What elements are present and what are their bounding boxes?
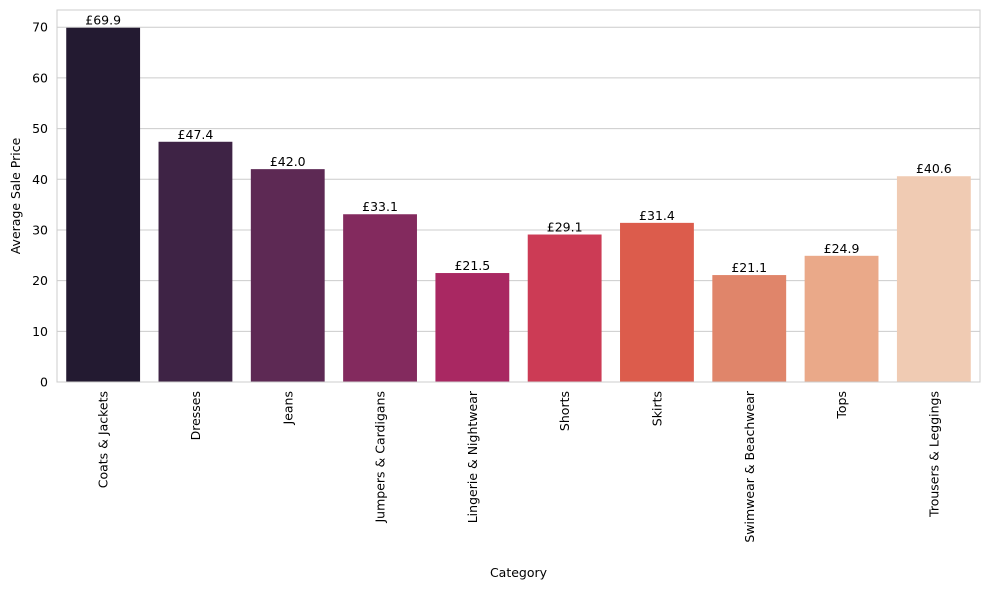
bar (158, 141, 233, 382)
bars (66, 27, 971, 382)
x-axis-label: Category (490, 565, 548, 580)
x-tick-label: Coats & Jackets (96, 391, 111, 488)
y-tick-label: 70 (32, 20, 48, 35)
x-tick-label: Jeans (280, 391, 295, 425)
plot-frame (56, 9, 981, 383)
y-tick-label: 10 (32, 324, 48, 339)
bar-value-label: £31.4 (639, 208, 675, 223)
bar-value-label: £69.9 (85, 13, 121, 28)
bar-value-label: £47.4 (178, 127, 214, 142)
y-axis-label: Average Sale Price (8, 137, 23, 254)
x-tick-label: Tops (834, 391, 849, 420)
bar (712, 275, 787, 382)
bar-value-label: £24.9 (824, 241, 860, 256)
bar (66, 27, 141, 382)
bar-value-label: £21.5 (454, 258, 490, 273)
bar-value-label: £33.1 (362, 199, 398, 214)
x-tick-labels: Coats & Jackets Dresses Jeans Jumpers & Car… (96, 390, 942, 543)
x-tick-label: Swimwear & Beachwear (742, 390, 757, 543)
y-tick-label: 40 (32, 172, 48, 187)
x-tick-label: Jumpers & Cardigans (373, 391, 388, 524)
bar (527, 234, 602, 382)
bar-value-label: £21.1 (731, 260, 767, 275)
x-tick-label: Trousers & Leggings (926, 391, 941, 518)
y-tick-label: 60 (32, 70, 48, 85)
bar-value-label: £29.1 (547, 220, 583, 235)
bar-value-label: £40.6 (916, 161, 952, 176)
bar (343, 214, 417, 382)
bar (896, 176, 971, 382)
x-tick-label: Dresses (188, 391, 203, 440)
bar (250, 169, 325, 382)
bar (435, 273, 510, 382)
bar-value-label: £42.0 (270, 154, 306, 169)
data-labels: £69.9 £47.4 £42.0 £33.1 £21.5 £29.1 £31.4 £21.1… (85, 13, 952, 275)
y-tick-label: 30 (32, 222, 48, 237)
bar (620, 222, 694, 382)
y-tick-label: 0 (40, 375, 48, 390)
x-tick-label: Lingerie & Nightwear (465, 390, 480, 523)
bar (804, 255, 879, 382)
y-tick-label: 20 (32, 273, 48, 288)
x-tick-label: Skirts (649, 391, 664, 426)
y-tick-label: 50 (32, 121, 48, 136)
x-tick-label: Shorts (557, 391, 572, 431)
y-tick-labels: 0 10 20 30 40 50 60 70 (32, 20, 48, 390)
